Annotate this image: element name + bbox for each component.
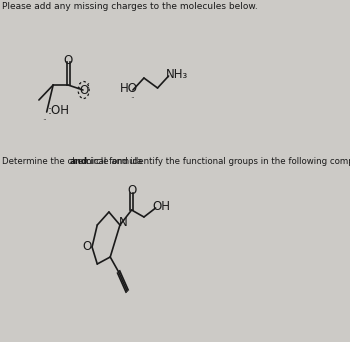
Text: ..: .. <box>42 113 47 121</box>
Text: O: O <box>127 184 136 197</box>
Text: OH: OH <box>153 200 170 213</box>
Text: NH₃: NH₃ <box>166 68 188 81</box>
Text: ..: .. <box>130 92 135 101</box>
Text: HO: HO <box>120 82 138 95</box>
Text: :OH: :OH <box>48 105 70 118</box>
Text: N: N <box>119 216 127 229</box>
Text: :: : <box>86 80 90 90</box>
Text: Determine the chemical formula: Determine the chemical formula <box>2 157 145 166</box>
Text: circle and identify the functional groups in the following compound.: circle and identify the functional group… <box>83 157 350 166</box>
Text: :: : <box>77 80 81 90</box>
Text: O: O <box>82 240 91 253</box>
Text: Please add any missing charges to the molecules below.: Please add any missing charges to the mo… <box>2 2 258 11</box>
Text: and: and <box>70 157 88 166</box>
Text: O: O <box>79 83 88 96</box>
Text: O: O <box>63 54 73 67</box>
